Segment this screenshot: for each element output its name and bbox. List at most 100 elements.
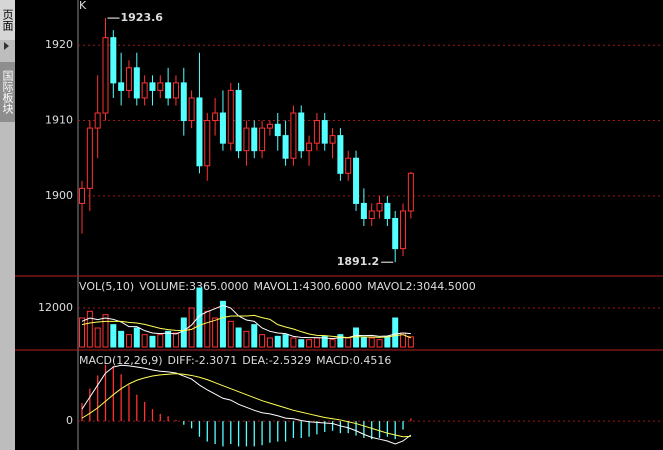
panel-legend: MACD:0.4516 [316, 354, 391, 367]
indicator-line [81, 364, 412, 445]
volume-bar [360, 337, 367, 348]
volume-bar [125, 334, 132, 348]
candle-body [376, 202, 383, 212]
volume-bar [102, 314, 109, 348]
chart: K 1900 1910 1920 1923.6 1891.2 12000 VOL(5,10)… [15, 0, 663, 450]
volume-bar [172, 332, 179, 348]
candle-body [110, 37, 117, 84]
volume-bar [133, 327, 140, 348]
volume-bar [376, 339, 383, 348]
indicator-line [81, 304, 411, 340]
volume-bar [94, 327, 101, 348]
volume-bar [282, 334, 289, 348]
candle-body [212, 112, 219, 122]
volume-bar [165, 330, 172, 348]
panel-legend: MAVOL1:4300.6000 [253, 280, 362, 293]
candle-body [227, 89, 234, 144]
candle-body [204, 120, 211, 167]
volume-bar [306, 339, 313, 348]
volume-bar [321, 335, 328, 348]
candle-body [400, 210, 407, 250]
candle-body [259, 127, 266, 152]
volume-bar [259, 334, 266, 348]
annotation: 1891.2 [337, 255, 379, 268]
sidebar-tab[interactable]: 页面 [0, 0, 15, 40]
volume-bar [368, 337, 375, 348]
candle-body [133, 67, 140, 99]
volume-bar [141, 334, 148, 348]
candle-body [329, 135, 336, 144]
y-tick-label: 1910 [45, 114, 73, 127]
candle-body [274, 123, 281, 137]
volume-bar [298, 339, 305, 348]
volume-bar [219, 300, 226, 348]
candle-body [172, 82, 179, 99]
candle-body [392, 217, 399, 250]
panel-legend: VOL(5,10) [79, 280, 134, 293]
candle-body [407, 172, 414, 212]
volume-bar [180, 317, 187, 348]
volume-bar [274, 335, 281, 348]
candle-body [180, 82, 187, 122]
volume-bar [149, 335, 156, 348]
volume-bar [227, 320, 234, 348]
candle-body [251, 127, 258, 152]
volume-bar [235, 327, 242, 348]
candle-body [313, 120, 320, 144]
panel-legend: MAVOL2:3044.5000 [367, 280, 476, 293]
y-tick-label: 0 [66, 414, 73, 427]
volume-bar [337, 334, 344, 348]
volume-bar [251, 324, 258, 348]
candle-body [368, 210, 375, 219]
volume-bar [79, 317, 85, 348]
indicator-line [81, 314, 412, 339]
panel-legend: DIFF:-2.3071 [168, 354, 238, 367]
volume-bar [188, 307, 195, 348]
candle-body [165, 82, 172, 99]
volume-bar [353, 327, 360, 348]
volume-bar [290, 337, 297, 348]
candle-body [282, 135, 289, 159]
volume-bar [407, 336, 414, 348]
candle-body [125, 67, 132, 91]
volume-bar [266, 337, 273, 348]
sidebar-tab[interactable]: 国际板块 [0, 62, 15, 122]
volume-bar [329, 339, 336, 348]
volume-bar [118, 330, 125, 348]
candle-body [243, 127, 250, 152]
candle-body [118, 82, 125, 91]
indicator-line [81, 373, 411, 438]
candle-body [321, 120, 328, 144]
panel-legend: DEA:-2.5329 [242, 354, 311, 367]
volume-bar [313, 337, 320, 348]
volume-bar [384, 335, 391, 348]
candle-body [102, 37, 109, 114]
tab-arrow [4, 42, 9, 50]
candle-body [235, 89, 242, 152]
y-tick-label: 12000 [38, 301, 73, 314]
candle-body [384, 202, 391, 219]
candle-body [345, 157, 352, 174]
candle-body [353, 157, 360, 204]
volume-bar [392, 317, 399, 348]
candle-body [86, 127, 93, 189]
candle-body [196, 97, 203, 167]
candle-body [290, 112, 297, 159]
y-tick-label: 1920 [45, 38, 73, 51]
volume-bar [212, 317, 219, 348]
volume-bar [204, 310, 211, 348]
volume-bar [345, 337, 352, 348]
candle-body [157, 82, 164, 91]
candle-body [298, 112, 305, 152]
chart-title: K [79, 0, 87, 12]
volume-bar [86, 310, 93, 348]
y-tick-label: 1900 [45, 189, 73, 202]
candle-body [306, 142, 313, 152]
candle-body [149, 82, 156, 91]
panel-legend: VOLUME:3365.0000 [139, 280, 248, 293]
panel-legend: MACD(12,26,9) [79, 354, 163, 367]
candle-body [79, 187, 85, 204]
volume-bar [157, 334, 164, 348]
candle-body [94, 112, 101, 129]
volume-bar [243, 330, 250, 348]
